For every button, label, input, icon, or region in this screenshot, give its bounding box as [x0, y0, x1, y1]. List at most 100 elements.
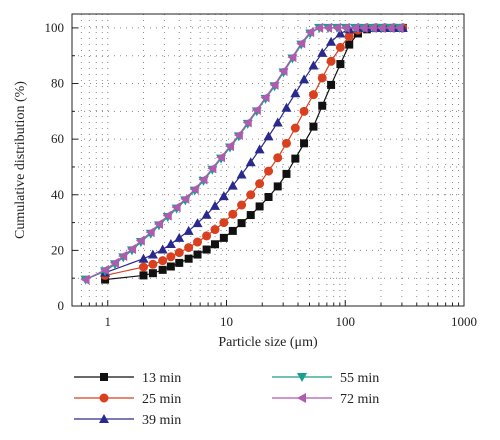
- data-point: [138, 262, 148, 272]
- data-point: [165, 238, 176, 248]
- data-point: [153, 218, 163, 229]
- legend-marker: [297, 373, 307, 382]
- data-point: [193, 237, 203, 247]
- data-point: [237, 219, 246, 228]
- data-point: [174, 232, 185, 242]
- data-point: [174, 248, 184, 258]
- legend-label: 25 min: [142, 392, 181, 407]
- data-point: [175, 258, 184, 267]
- data-point: [299, 74, 310, 84]
- data-point: [291, 154, 300, 163]
- y-axis-title: Cumulative distribution (%): [13, 81, 28, 239]
- data-point: [219, 218, 229, 228]
- series-3: [80, 23, 405, 285]
- data-point: [335, 28, 346, 38]
- data-point: [272, 117, 283, 127]
- data-point: [202, 231, 212, 241]
- data-point: [305, 27, 315, 38]
- data-point: [317, 73, 327, 83]
- data-point: [254, 144, 265, 154]
- y-tick-label: 20: [51, 242, 64, 257]
- data-point: [299, 106, 309, 116]
- data-point: [139, 271, 148, 280]
- data-point: [216, 152, 226, 163]
- data-point: [318, 101, 327, 110]
- data-point: [184, 243, 194, 253]
- y-tick-label: 80: [51, 76, 64, 91]
- data-point: [255, 179, 265, 189]
- data-point: [394, 22, 404, 33]
- data-point: [135, 235, 145, 246]
- data-point: [242, 117, 252, 128]
- data-point: [326, 56, 336, 66]
- plot-frame: [71, 13, 465, 307]
- data-point: [344, 31, 354, 41]
- data-point: [147, 249, 158, 259]
- data-point: [350, 22, 360, 33]
- data-point: [237, 200, 247, 210]
- data-point: [138, 253, 149, 263]
- data-point: [273, 182, 282, 191]
- data-point: [209, 200, 220, 210]
- data-point: [166, 262, 175, 271]
- data-point: [327, 80, 336, 89]
- y-tick-label: 40: [51, 187, 64, 202]
- x-tick-label: 10: [220, 314, 233, 329]
- data-point: [227, 180, 238, 190]
- data-point: [189, 184, 199, 195]
- legend-marker: [99, 414, 109, 423]
- data-point: [145, 227, 155, 238]
- series-layer: [80, 22, 408, 285]
- data-point: [118, 250, 128, 261]
- series-line: [105, 27, 403, 281]
- data-point: [210, 225, 220, 235]
- legend-marker: [100, 373, 108, 381]
- legend-label: 55 min: [340, 371, 379, 386]
- x-tick-label: 100: [335, 314, 355, 329]
- data-point: [376, 22, 386, 33]
- data-point: [218, 191, 229, 201]
- data-point: [358, 22, 368, 33]
- data-point: [219, 233, 228, 242]
- data-point: [336, 60, 345, 69]
- data-point: [148, 259, 158, 269]
- data-point: [157, 244, 168, 254]
- data-point: [282, 169, 291, 178]
- data-point: [158, 256, 168, 266]
- data-point: [180, 193, 190, 204]
- series-4: [80, 22, 404, 285]
- data-point: [281, 138, 291, 148]
- data-point: [251, 104, 261, 115]
- data-point: [335, 42, 345, 52]
- series-0: [101, 23, 407, 284]
- y-tick-label: 100: [45, 20, 65, 35]
- data-point: [255, 202, 264, 211]
- legend-label: 72 min: [340, 392, 379, 407]
- data-point: [202, 245, 211, 254]
- data-point: [287, 52, 297, 63]
- x-tick-label: 1000: [451, 314, 477, 329]
- data-point: [228, 226, 237, 235]
- data-point: [126, 243, 136, 254]
- legend-entry: 72 min: [272, 392, 379, 407]
- data-point: [385, 22, 395, 33]
- data-point: [290, 123, 300, 133]
- series-line: [85, 27, 400, 281]
- data-point: [198, 174, 208, 185]
- data-point: [317, 47, 328, 57]
- data-point: [326, 36, 337, 46]
- data-point: [246, 190, 256, 200]
- data-point: [166, 252, 176, 262]
- data-point: [332, 22, 342, 33]
- data-point: [246, 211, 255, 220]
- legend-label: 13 min: [142, 371, 181, 386]
- data-point: [278, 66, 288, 77]
- data-point: [183, 225, 194, 235]
- data-point: [224, 141, 234, 152]
- series-2: [100, 22, 408, 277]
- data-point: [162, 210, 172, 221]
- data-point: [158, 265, 167, 274]
- series-1: [100, 23, 408, 280]
- data-point: [201, 209, 212, 219]
